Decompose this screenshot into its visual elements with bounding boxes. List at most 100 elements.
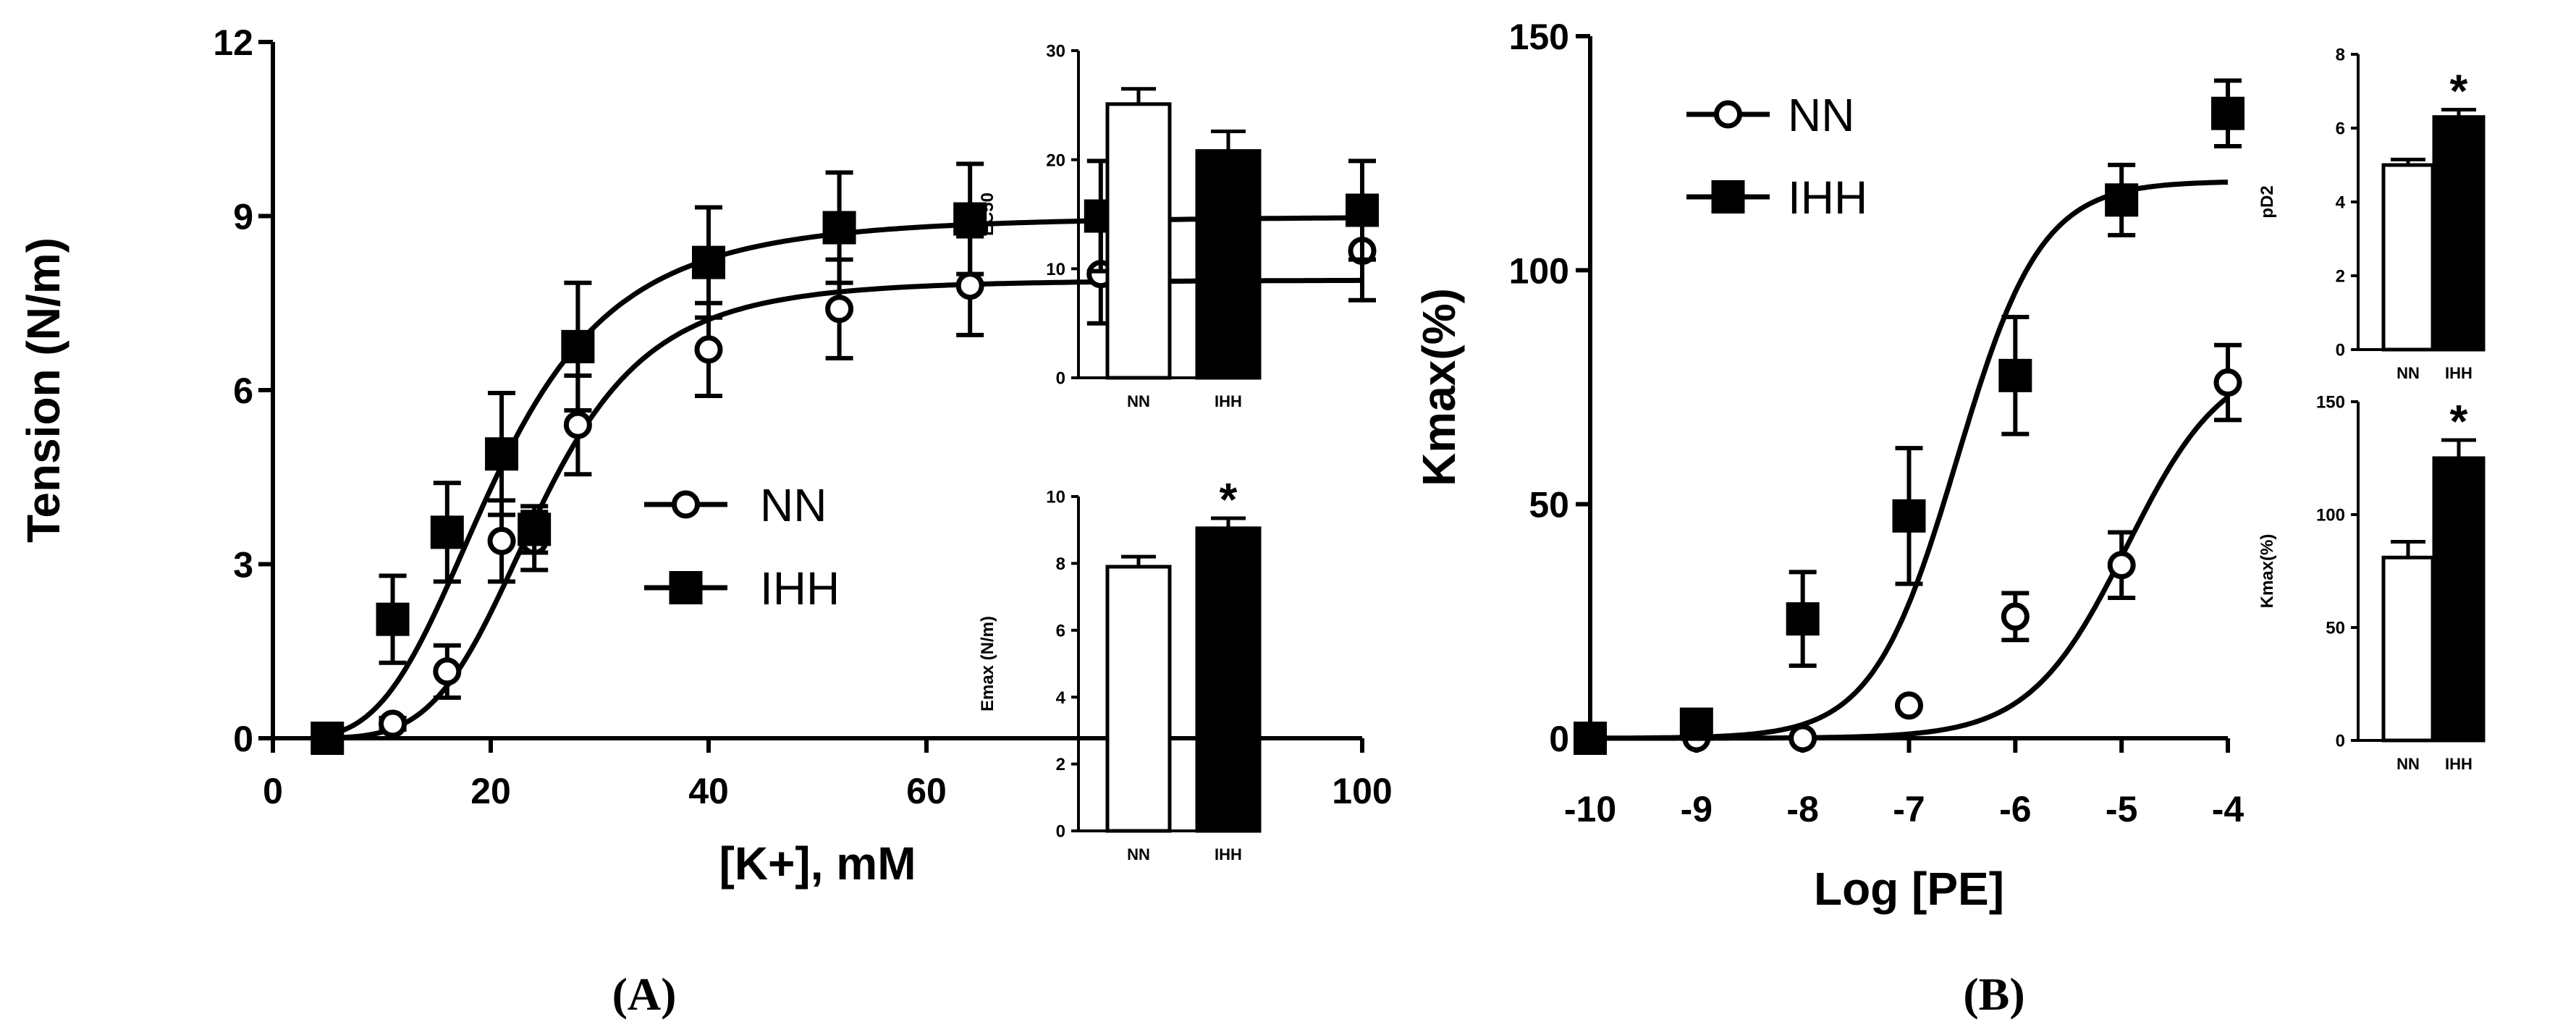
data-point-ihh [485,437,519,471]
x-tick-label: 40 [688,771,729,811]
y-axis-title: Tension (N/m) [17,237,69,543]
x-category-label: IHH [1215,392,1242,410]
data-point-ihh [1574,722,1607,755]
data-point-ihh [1786,602,1820,636]
legend: NN IHH [644,479,840,614]
data-point-ihh [518,512,552,546]
x-category-label: IHH [1215,845,1242,863]
y-tick-label: 20 [1046,151,1065,170]
x-tick-label: -10 [1564,789,1616,829]
data-point-nn [2213,368,2242,397]
y-axis-title: Emax (N/m) [978,616,997,711]
data-point-nn [379,709,407,738]
x-category-label: NN [2396,364,2420,382]
significance-star: * [2450,395,2468,447]
y-tick-label: 10 [1046,488,1065,507]
y-tick-label: 0 [2336,341,2345,360]
x-category-label: IHH [2445,755,2472,773]
y-tick-label: 100 [2316,506,2345,525]
x-tick-label: -7 [1893,789,1925,829]
bar-nn [2381,555,2435,743]
data-point-nn [487,526,516,555]
chart-a-emax: 0 2 4 6 8 10 Emax (N/m) NN IHH * [978,473,1262,863]
data-point-ihh [561,329,595,363]
bar-ihh [2432,456,2486,743]
y-tick-label: 150 [2316,393,2345,413]
data-point-ihh [822,211,856,245]
legend-label-ihh: IHH [1788,172,1867,224]
x-tick-label: -8 [1786,789,1818,829]
y-tick-label: 0 [1549,719,1569,759]
data-point-nn [825,295,854,324]
data-point-ihh [1679,707,1713,741]
legend-marker-ihh [669,571,703,604]
y-tick-label: 0 [1056,822,1065,842]
bar-ihh [1195,526,1262,833]
x-axis-title: [K+], mM [719,837,916,890]
data-point-ihh [430,515,464,549]
data-point-nn [955,271,984,300]
bar-ihh [1195,149,1262,380]
fit-curve-nn [327,277,1362,741]
data-point-ihh [692,245,725,279]
x-axis-title: Log [PE] [1814,863,2004,915]
x-tick-label: 60 [906,771,947,811]
y-tick-label: 4 [1056,688,1066,708]
panel-label-b: (B) [1963,968,2024,1020]
y-tick-label: 30 [1046,42,1065,62]
data-point-nn [694,335,723,364]
data-point-nn [563,410,592,439]
y-tick-label: 100 [1509,250,1569,291]
y-tick-label: 4 [2336,193,2346,213]
data-point-ihh [1892,499,1926,533]
legend-marker-nn [1714,100,1742,129]
x-tick-label: -5 [2106,789,2137,829]
y-axis-title: Kmax(%) [2258,534,2277,609]
chart-b-kmax: 0 50 100 150 Kmax(%) NN IHH * [2258,393,2486,773]
legend: NN IHH [1686,89,1867,224]
y-axis-title: Kmax(%) [1413,288,1465,486]
bar-ihh [2432,115,2486,352]
y-tick-label: 3 [233,545,253,586]
bar-nn [1105,102,1172,380]
y-tick-label: 9 [233,197,253,237]
legend-marker-ihh [1711,180,1745,214]
legend-marker-nn [672,490,700,519]
y-tick-label: 6 [2336,119,2345,139]
data-point-ihh [311,722,345,755]
data-point-ihh [2105,183,2139,217]
y-tick-label: 12 [213,22,253,63]
y-tick-label: 150 [1509,17,1569,57]
y-tick-label: 2 [1056,755,1065,774]
data-point-ihh [1346,193,1379,227]
significance-star: * [2450,65,2468,117]
y-tick-label: 0 [1056,369,1065,389]
y-tick-label: 10 [1046,260,1065,279]
y-tick-label: 6 [233,371,253,411]
x-tick-label: 20 [470,771,511,811]
x-category-label: NN [2396,755,2420,773]
data-point-nn [1789,724,1817,753]
x-tick-label: 0 [263,771,283,811]
y-tick-label: 50 [2326,619,2345,638]
legend-label-nn: NN [1788,89,1854,141]
y-tick-label: 2 [2336,267,2345,287]
data-point-ihh [2211,96,2245,130]
data-point-nn [2107,551,2136,580]
y-tick-label: 8 [2336,46,2345,65]
y-tick-label: 8 [1056,554,1065,574]
legend-label-nn: NN [760,479,827,531]
x-tick-label: -6 [1999,789,2031,829]
y-tick-label: 50 [1529,485,1569,525]
data-point-ihh [376,602,410,636]
y-tick-label: 6 [1056,621,1065,641]
bar-nn [1105,565,1172,833]
y-axis-title: EC50 [978,193,997,236]
chart-b-main: -10 -9 -8 -7 -6 -5 -4 0 50 100 150 Log [PE] Kmax(%) N… [1413,17,2245,915]
y-tick-label: 0 [2336,732,2345,751]
data-point-nn [433,657,462,686]
data-point-nn [2001,602,2030,631]
y-axis-title: pD2 [2258,185,2277,218]
